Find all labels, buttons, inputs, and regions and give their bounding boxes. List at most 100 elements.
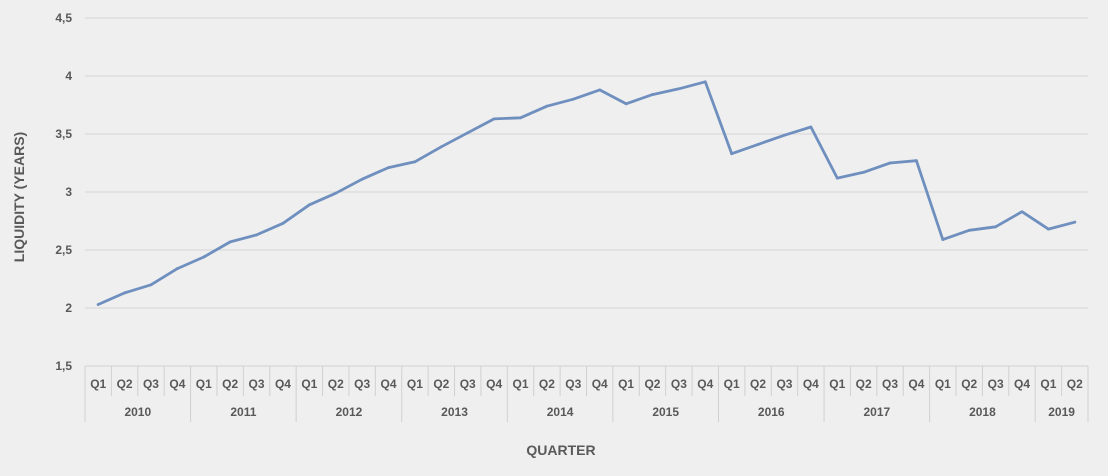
data-point (360, 177, 364, 181)
data-point (915, 159, 918, 163)
data-point (519, 116, 522, 120)
data-point (439, 145, 443, 149)
data-point (1020, 210, 1024, 214)
x-tick-quarter: Q2 (1067, 377, 1083, 391)
x-axis-label: QUARTER (526, 442, 595, 458)
y-tick-label: 2 (65, 301, 72, 315)
x-tick-year: 2017 (863, 405, 890, 419)
data-point (123, 291, 126, 295)
data-point (281, 221, 285, 225)
x-tick-quarter: Q3 (988, 377, 1004, 391)
data-point (571, 97, 575, 101)
x-tick-year: 2014 (547, 405, 574, 419)
x-tick-year: 2016 (758, 405, 785, 419)
y-axis-ticks: 1,5 2 2,5 3 3,5 4 4,5 (55, 11, 72, 373)
data-point (1047, 227, 1050, 231)
x-tick-quarter: Q1 (90, 377, 106, 391)
y-tick-label: 4,5 (55, 11, 72, 25)
y-tick-label: 4 (65, 69, 72, 83)
data-point (228, 240, 232, 244)
data-point (835, 176, 839, 180)
x-tick-quarter: Q1 (935, 377, 951, 391)
data-point (149, 283, 153, 287)
x-tick-quarter: Q1 (407, 377, 423, 391)
data-point (888, 161, 892, 165)
x-tick-quarter: Q3 (460, 377, 476, 391)
x-tick-quarter: Q1 (1040, 377, 1056, 391)
y-axis-label: LIQUIDITY (YEARS) (11, 132, 27, 262)
x-tick-quarter: Q3 (565, 377, 581, 391)
x-tick-quarter: Q2 (222, 377, 238, 391)
data-point (862, 170, 866, 174)
x-tick-quarter: Q2 (750, 377, 766, 391)
data-point (413, 160, 417, 164)
x-tick-year: 2015 (652, 405, 679, 419)
x-tick-quarter: Q2 (539, 377, 555, 391)
x-tick-quarter: Q3 (249, 377, 265, 391)
series-line (96, 80, 1077, 306)
data-point (783, 133, 786, 137)
x-tick-quarter: Q4 (1014, 377, 1030, 391)
x-tick-year: 2011 (230, 405, 256, 419)
x-tick-quarter: Q3 (882, 377, 898, 391)
x-tick-quarter: Q3 (143, 377, 159, 391)
x-tick-quarter: Q3 (354, 377, 370, 391)
data-point (651, 93, 654, 96)
data-point (202, 255, 206, 259)
data-point (703, 80, 707, 84)
x-tick-quarter: Q1 (196, 377, 212, 391)
x-tick-quarter: Q4 (169, 377, 185, 391)
x-tick-quarter: Q4 (381, 377, 397, 391)
data-point (387, 166, 390, 170)
x-tick-year: 2013 (441, 405, 468, 419)
data-point (677, 87, 681, 91)
data-point (334, 191, 338, 195)
x-tick-year: 2012 (336, 405, 363, 419)
data-point (994, 225, 998, 229)
data-point (941, 238, 945, 241)
x-tick-quarter: Q4 (275, 377, 291, 391)
data-point (756, 143, 760, 146)
x-tick-quarter: Q4 (697, 377, 713, 391)
x-tick-quarter: Q2 (328, 377, 344, 391)
x-tick-quarter: Q4 (803, 377, 819, 391)
data-point (598, 88, 602, 92)
data-point (175, 267, 179, 270)
grid-lines (85, 17, 1088, 367)
x-tick-year: 2018 (969, 405, 996, 419)
x-tick-quarter: Q1 (724, 377, 740, 391)
x-tick-quarter: Q1 (829, 377, 845, 391)
y-tick-label: 3,5 (55, 127, 72, 141)
x-tick-quarter: Q4 (486, 377, 502, 391)
x-axis-categories: Q1 Q2 Q3 Q4 2010 Q1 Q2 Q3 Q4 2011 Q1 Q2 Q3 Q4 2012 Q1 Q2… (84, 365, 1089, 422)
data-point (624, 102, 628, 106)
data-point (255, 233, 258, 237)
x-tick-quarter: Q1 (301, 377, 317, 391)
x-tick-quarter: Q2 (961, 377, 977, 391)
x-tick-quarter: Q3 (671, 377, 687, 391)
x-tick-quarter: Q2 (117, 377, 133, 391)
y-tick-label: 3 (65, 185, 72, 199)
x-tick-quarter: Q1 (513, 377, 529, 391)
data-point (730, 152, 734, 156)
x-tick-quarter: Q4 (592, 377, 608, 391)
series-line-group (96, 80, 1077, 306)
data-point (1073, 220, 1077, 224)
data-point (96, 303, 100, 306)
x-tick-quarter: Q2 (433, 377, 449, 391)
x-tick-quarter: Q2 (856, 377, 872, 391)
x-tick-quarter: Q2 (644, 377, 660, 391)
x-tick-quarter: Q4 (908, 377, 924, 391)
x-tick-year: 2010 (124, 405, 151, 419)
x-tick-quarter: Q3 (776, 377, 792, 391)
data-point (466, 131, 470, 135)
x-tick-year: 2019 (1048, 405, 1075, 419)
data-point (492, 117, 496, 121)
data-point (545, 104, 549, 108)
x-tick-quarter: Q1 (618, 377, 634, 391)
y-tick-label: 1,5 (55, 359, 72, 373)
data-point (307, 203, 311, 207)
data-point (809, 125, 813, 129)
data-point (967, 228, 971, 232)
